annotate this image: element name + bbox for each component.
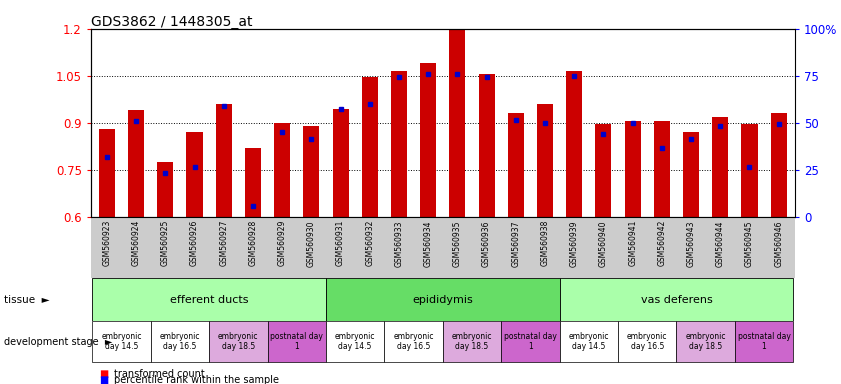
- Bar: [362, 78, 378, 217]
- Text: GSM560939: GSM560939: [569, 220, 579, 266]
- Text: tissue  ►: tissue ►: [4, 295, 50, 305]
- Text: GSM560944: GSM560944: [716, 220, 725, 266]
- Bar: [712, 117, 728, 217]
- Bar: [326, 278, 559, 321]
- Text: GSM560934: GSM560934: [424, 220, 432, 266]
- Text: ■: ■: [99, 375, 108, 384]
- Text: efferent ducts: efferent ducts: [170, 295, 248, 305]
- Bar: [151, 321, 209, 362]
- Text: GSM560932: GSM560932: [365, 220, 374, 266]
- Bar: [683, 132, 699, 217]
- Text: GSM560937: GSM560937: [511, 220, 521, 266]
- Text: GSM560928: GSM560928: [248, 220, 257, 266]
- Bar: [391, 71, 407, 217]
- Text: embryonic
day 16.5: embryonic day 16.5: [160, 332, 200, 351]
- Text: transformed count: transformed count: [114, 369, 205, 379]
- Bar: [274, 123, 290, 217]
- Text: postnatal day
1: postnatal day 1: [270, 332, 323, 351]
- Bar: [245, 148, 261, 217]
- Bar: [267, 321, 326, 362]
- Bar: [128, 110, 144, 217]
- Text: percentile rank within the sample: percentile rank within the sample: [114, 375, 279, 384]
- Text: embryonic
day 14.5: embryonic day 14.5: [569, 332, 609, 351]
- Text: embryonic
day 18.5: embryonic day 18.5: [452, 332, 492, 351]
- Text: GSM560940: GSM560940: [599, 220, 608, 266]
- Bar: [559, 278, 793, 321]
- Text: GSM560923: GSM560923: [103, 220, 111, 266]
- Text: postnatal day
1: postnatal day 1: [504, 332, 557, 351]
- Text: postnatal day
1: postnatal day 1: [738, 332, 791, 351]
- Text: GSM560945: GSM560945: [745, 220, 754, 266]
- Bar: [420, 63, 436, 217]
- Bar: [595, 124, 611, 217]
- Text: development stage  ►: development stage ►: [4, 337, 113, 347]
- Text: GSM560933: GSM560933: [394, 220, 404, 266]
- Bar: [442, 321, 501, 362]
- Bar: [625, 121, 641, 217]
- Bar: [479, 74, 495, 217]
- Text: vas deferens: vas deferens: [641, 295, 712, 305]
- Bar: [566, 71, 582, 217]
- Text: GSM560924: GSM560924: [131, 220, 140, 266]
- Bar: [99, 129, 115, 217]
- Text: GSM560930: GSM560930: [307, 220, 316, 266]
- Text: GSM560943: GSM560943: [686, 220, 696, 266]
- Bar: [618, 321, 676, 362]
- Text: GSM560946: GSM560946: [775, 220, 783, 266]
- Text: GSM560927: GSM560927: [220, 220, 228, 266]
- Bar: [384, 321, 442, 362]
- Text: embryonic
day 14.5: embryonic day 14.5: [335, 332, 375, 351]
- Text: embryonic
day 16.5: embryonic day 16.5: [394, 332, 434, 351]
- Bar: [187, 132, 203, 217]
- Bar: [537, 104, 553, 217]
- Bar: [559, 321, 618, 362]
- Bar: [304, 126, 320, 217]
- Bar: [676, 321, 735, 362]
- Text: ■: ■: [99, 369, 108, 379]
- Bar: [742, 124, 758, 217]
- Text: GDS3862 / 1448305_at: GDS3862 / 1448305_at: [91, 15, 252, 29]
- Text: embryonic
day 16.5: embryonic day 16.5: [627, 332, 668, 351]
- Text: GSM560942: GSM560942: [658, 220, 666, 266]
- Bar: [770, 114, 786, 217]
- Text: GSM560925: GSM560925: [161, 220, 170, 266]
- Text: GSM560938: GSM560938: [541, 220, 549, 266]
- Bar: [735, 321, 793, 362]
- Bar: [157, 162, 173, 217]
- Bar: [508, 114, 524, 217]
- Bar: [215, 104, 232, 217]
- Bar: [653, 121, 670, 217]
- Text: embryonic
day 14.5: embryonic day 14.5: [101, 332, 142, 351]
- Text: GSM560931: GSM560931: [336, 220, 345, 266]
- Bar: [326, 321, 384, 362]
- Bar: [501, 321, 559, 362]
- Text: epididymis: epididymis: [412, 295, 473, 305]
- Text: GSM560935: GSM560935: [453, 220, 462, 266]
- Bar: [93, 321, 151, 362]
- Text: embryonic
day 18.5: embryonic day 18.5: [218, 332, 258, 351]
- Text: GSM560926: GSM560926: [190, 220, 199, 266]
- Text: GSM560941: GSM560941: [628, 220, 637, 266]
- Bar: [332, 109, 348, 217]
- Text: GSM560936: GSM560936: [482, 220, 491, 266]
- Bar: [209, 321, 267, 362]
- Bar: [93, 278, 326, 321]
- Bar: [449, 30, 465, 217]
- Text: embryonic
day 18.5: embryonic day 18.5: [685, 332, 726, 351]
- Text: GSM560929: GSM560929: [278, 220, 287, 266]
